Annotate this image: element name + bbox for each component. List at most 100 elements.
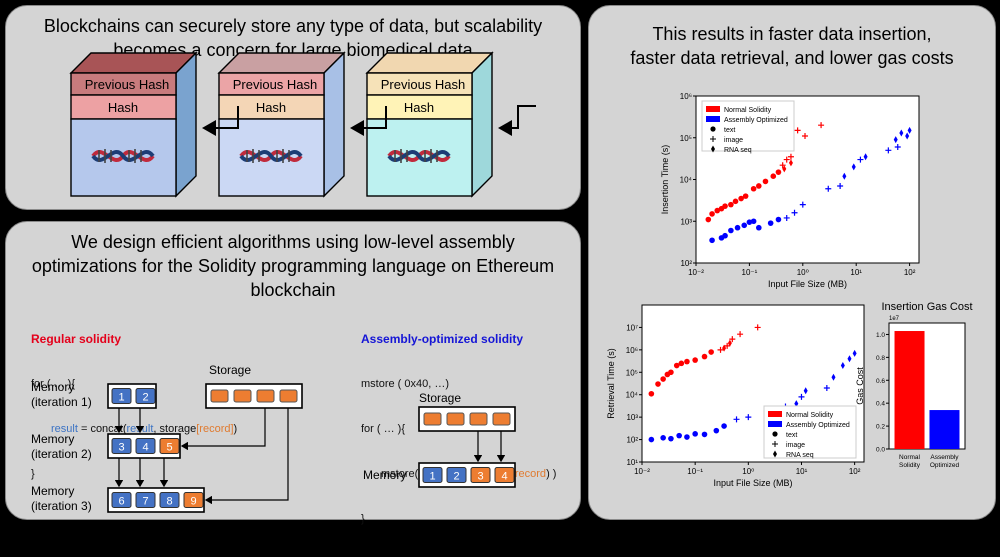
insertion-point	[762, 178, 769, 185]
assembly-heading: Assembly-optimized solidity	[361, 332, 524, 346]
retrieval-point	[684, 434, 690, 440]
insertion-point	[825, 185, 832, 192]
algorithms-title: We design efficient algorithms using low…	[31, 232, 555, 300]
retrieval-point	[660, 434, 666, 441]
retrieval-point	[823, 384, 830, 391]
insertion-point	[818, 122, 825, 129]
mem3-cell	[183, 492, 204, 508]
insertion-point	[722, 232, 728, 239]
insertion-point	[732, 198, 739, 205]
retrieval-xtick-label: 10⁻²	[634, 467, 650, 476]
gas-cost-category-label: Optimized	[930, 462, 960, 469]
storage-label-right: Storage	[419, 391, 461, 405]
retrieval-point	[733, 416, 740, 423]
gas-cost-ytick-label: 0.4	[876, 401, 885, 408]
retrieval-point	[737, 331, 744, 338]
retrieval-xtick-label: 10⁰	[742, 467, 754, 476]
retrieval-legend-marker	[772, 441, 778, 447]
mem2-cell-label: 4	[142, 442, 148, 454]
insertion-point	[705, 216, 712, 223]
mem1-cell-label: 2	[142, 392, 148, 404]
insertion-point	[775, 216, 782, 223]
insertion-xtick-label: 10⁰	[797, 268, 809, 277]
insertion-point	[722, 203, 728, 209]
insertion-point	[728, 201, 734, 208]
blockchain-diagram: Previous Hash Hash Previous Hash Hash Pr…	[69, 51, 536, 198]
insertion-xlabel: Input File Size (MB)	[768, 279, 847, 289]
retrieval-point	[713, 427, 720, 434]
insertion-legend: Normal Solidity Assembly Optimized text ima…	[701, 100, 795, 154]
mem-opt-cell-label: 4	[501, 471, 507, 483]
gas-cost-ylabel: Gas Cost	[855, 367, 865, 405]
retrieval-ytick-label: 10⁵	[626, 368, 638, 377]
retrieval-point	[729, 336, 736, 343]
mem-opt-cell	[422, 467, 443, 483]
retrieval-legend-label: image	[786, 442, 805, 449]
retrieval-chart: 10⁻² 10⁻¹ 10⁰ 10¹ 10² 10¹ 10² 10³ 10⁴ 10⁵ 10⁶ 10⁷ In…	[606, 304, 865, 488]
retrieval-point	[655, 381, 661, 387]
insertion-legend-swatch	[706, 106, 720, 112]
insertion-point	[885, 147, 892, 154]
mem1-cell	[135, 388, 156, 404]
insertion-xtick-label: 10²	[904, 268, 916, 277]
retrieval-legend-swatch	[768, 421, 782, 427]
block-2-prev-hash: Previous Hash	[233, 77, 318, 92]
insertion-point	[791, 209, 798, 216]
retrieval-point	[684, 358, 690, 365]
insertion-xtick-label: 10⁻¹	[742, 268, 758, 277]
mem3-cell	[111, 492, 132, 508]
storage-label-left: Storage	[209, 363, 251, 377]
retrieval-point	[648, 436, 655, 443]
insertion-point	[775, 169, 782, 175]
block-1-hash: Hash	[108, 100, 138, 115]
insertion-point	[770, 173, 777, 179]
insertion-legend-label: text	[724, 127, 735, 134]
mem2-cell	[159, 438, 180, 454]
retrieval-ytick-label: 10³	[626, 413, 638, 422]
insertion-point	[899, 129, 904, 137]
mem3-cell	[135, 492, 156, 508]
retrieval-point	[798, 393, 805, 400]
retrieval-xtick-label: 10⁻¹	[687, 467, 703, 476]
retrieval-xlabel: Input File Size (MB)	[713, 478, 792, 488]
insertion-legend-label: Assembly Optimized	[724, 117, 788, 124]
insertion-point	[756, 224, 762, 231]
insertion-point	[863, 153, 868, 161]
insertion-point	[746, 219, 753, 225]
retrieval-point	[717, 346, 724, 353]
regular-line-3: }	[31, 468, 35, 480]
insertion-point	[837, 182, 844, 189]
chain-arrows	[202, 105, 536, 136]
insertion-point	[787, 153, 794, 160]
retrieval-point	[660, 376, 666, 382]
insertion-point	[750, 218, 757, 225]
retrieval-point	[794, 400, 799, 408]
mem2-cell	[135, 438, 156, 454]
mem-opt-cell-label: 2	[453, 471, 459, 483]
retrieval-point	[676, 432, 682, 439]
retrieval-point	[840, 362, 845, 370]
results-charts: 10⁻² 10⁻¹ 10⁰ 10¹ 10² 10² 10³ 10⁴ 10⁵ 10⁶ Input Fi…	[606, 92, 973, 488]
insertion-legend-swatch	[706, 116, 720, 122]
memory-diagram: Memory (iteration 1) Memory (iteration 2…	[31, 363, 516, 513]
insertion-point	[728, 227, 734, 234]
retrieval-legend-marker	[773, 450, 777, 458]
retrieval-point	[668, 435, 674, 442]
gas-cost-ytick-label: 0.0	[876, 447, 885, 454]
storage-left	[205, 383, 303, 409]
block-3-hash: Hash	[404, 100, 434, 115]
retrieval-point	[673, 362, 680, 369]
retrieval-point	[692, 431, 698, 437]
retrieval-legend-label: RNA seq	[786, 452, 814, 459]
retrieval-point	[847, 355, 852, 363]
insertion-point	[714, 207, 721, 214]
retrieval-point	[668, 369, 674, 376]
block-3	[365, 51, 494, 198]
retrieval-legend-label: text	[786, 432, 797, 439]
mem2-cell-label: 3	[118, 442, 124, 454]
mem3-cell-label: 7	[142, 496, 148, 508]
assembly-line-1: mstore ( 0x40, …)	[361, 378, 450, 390]
retrieval-ytick-label: 10¹	[626, 458, 638, 467]
panel-results: This results in faster data insertion, f…	[588, 5, 996, 520]
insertion-legend-label: Normal Solidity	[724, 107, 772, 114]
